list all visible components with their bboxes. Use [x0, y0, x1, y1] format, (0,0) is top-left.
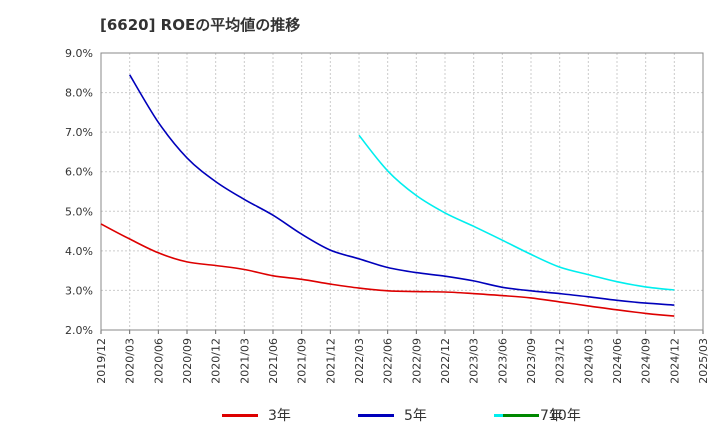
x-tick-label: 2022/12 [439, 338, 452, 384]
y-tick-label: 7.0% [65, 126, 93, 139]
x-tick-label: 2021/12 [324, 338, 337, 384]
y-tick-label: 8.0% [65, 87, 93, 100]
y-tick-label: 5.0% [65, 205, 93, 218]
legend-label: 5年 [404, 408, 427, 424]
x-tick-labels: 2019/12 2020/03 2020/06 2020/09 2020/12 2021/… [95, 338, 710, 384]
x-tick-label: 2019/12 [95, 338, 108, 384]
x-tick-label: 2020/03 [124, 338, 137, 384]
x-tick-label: 2020/06 [152, 338, 165, 384]
x-tick-label: 2023/06 [496, 338, 509, 384]
x-tick-label: 2025/03 [697, 338, 710, 384]
x-tick-label: 2024/12 [668, 338, 681, 384]
plot-area-frame [100, 52, 704, 331]
x-tick-label: 2024/06 [611, 338, 624, 384]
x-tick-label: 2023/12 [554, 338, 567, 384]
x-tick-label: 2021/06 [267, 338, 280, 384]
legend-item: 3年 [222, 402, 291, 428]
series-line-2 [129, 74, 675, 306]
legend-swatch [358, 413, 394, 417]
legend-swatch [222, 413, 258, 417]
x-tick-label: 2021/03 [238, 338, 251, 384]
y-tick-label: 9.0% [65, 47, 93, 60]
y-tick-label: 4.0% [65, 245, 93, 258]
x-tick-label: 2021/09 [296, 338, 309, 384]
y-tick-label: 6.0% [65, 166, 93, 179]
x-tick-label: 2024/03 [582, 338, 595, 384]
legend-swatch [503, 413, 539, 417]
axes [100, 52, 704, 334]
y-tick-labels: 2.0% 3.0% 4.0% 5.0% 6.0% 7.0% 8.0% 9.0% [65, 47, 93, 337]
x-tick-label: 2020/12 [210, 338, 223, 384]
x-tick-label: 2022/09 [410, 338, 423, 384]
x-tick-label: 2022/06 [382, 338, 395, 384]
legend-label: 10年 [549, 408, 581, 424]
x-tick-label: 2020/09 [181, 338, 194, 384]
x-tick-label: 2023/03 [468, 338, 481, 384]
series-lines [100, 74, 675, 317]
legend: 3年 5年 7年 10年 [0, 402, 720, 428]
gridlines [101, 53, 703, 330]
x-tick-label: 2024/09 [640, 338, 653, 384]
legend-item: 10年 [503, 402, 581, 428]
x-tick-label: 2022/03 [353, 338, 366, 384]
series-line-1 [100, 223, 675, 317]
chart-title: [6620] ROEの平均値の推移 [100, 16, 301, 34]
legend-label: 3年 [268, 408, 291, 424]
legend-label: 7年 [540, 408, 563, 424]
legend-item: 5年 [358, 402, 427, 428]
series-line-3 [358, 134, 675, 291]
y-tick-label: 2.0% [65, 324, 93, 337]
x-tick-label: 2023/09 [525, 338, 538, 384]
y-tick-label: 3.0% [65, 284, 93, 297]
